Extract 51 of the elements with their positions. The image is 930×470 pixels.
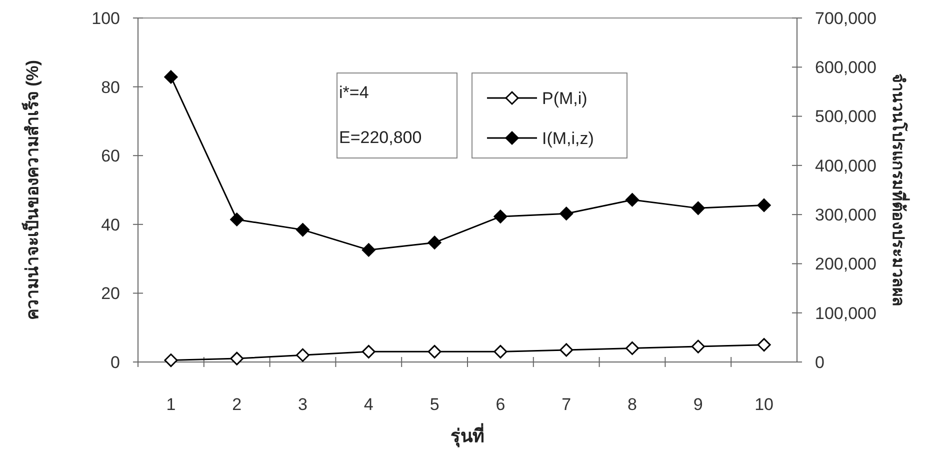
x-tick-label: 3 xyxy=(298,395,308,414)
y2-tick-label: 300,000 xyxy=(815,206,876,225)
y-tick-label: 40 xyxy=(101,215,120,234)
y-tick-label: 20 xyxy=(101,284,120,304)
x-tick-label: 4 xyxy=(364,395,374,414)
point xyxy=(362,243,376,257)
y-tick-label: 60 xyxy=(101,146,120,166)
x-tick-label: 2 xyxy=(232,395,242,414)
x-tick-label: 1 xyxy=(166,395,176,414)
y-tick-label: 0 xyxy=(110,352,120,372)
point xyxy=(164,354,178,368)
point xyxy=(296,348,310,362)
point xyxy=(560,343,574,357)
point xyxy=(626,193,639,207)
point xyxy=(428,236,442,250)
y2-tick-label: 0 xyxy=(815,352,824,372)
x-tick-label: 6 xyxy=(496,395,506,414)
y2-tick-label: 500,000 xyxy=(815,107,876,126)
annotation: i*=4 xyxy=(339,83,369,102)
point xyxy=(428,344,442,358)
x-tick-label: 8 xyxy=(628,395,637,414)
point xyxy=(164,70,178,84)
y2-tick-label: 200,000 xyxy=(815,254,876,274)
y-axis-title: ความน่าจะเป็นของความสำเร็จ (%) xyxy=(20,60,42,320)
x-tick-label: 10 xyxy=(754,395,774,414)
point xyxy=(230,352,244,366)
x-tick-label: 5 xyxy=(430,395,440,414)
y2-tick-label: 700,000 xyxy=(815,8,876,28)
legend-label: P(M,i) xyxy=(542,88,588,108)
annotation: E=220,800 xyxy=(339,128,422,147)
point xyxy=(757,338,771,352)
y-tick-label: 80 xyxy=(101,78,120,97)
point xyxy=(560,206,574,220)
point xyxy=(296,223,310,237)
x-axis-title: รุ่นที่ xyxy=(450,423,484,448)
y2-axis-title: จำนวนโปรแกรมที่ต้องประมวลผล xyxy=(889,74,910,306)
y2-tick-label: 100,000 xyxy=(815,304,876,323)
point xyxy=(494,344,508,358)
y2-tick-label: 600,000 xyxy=(815,58,876,78)
point xyxy=(230,212,244,226)
point xyxy=(691,201,705,215)
y2-tick-label: 400,000 xyxy=(815,156,876,176)
legend-label: I(M,i,z) xyxy=(542,128,594,148)
point xyxy=(494,210,508,224)
y-tick-label: 100 xyxy=(92,8,120,28)
x-tick-label: 7 xyxy=(562,395,572,414)
point xyxy=(626,341,639,355)
point xyxy=(757,198,771,212)
x-tick-label: 9 xyxy=(693,395,703,414)
point xyxy=(691,340,705,354)
point xyxy=(362,344,376,358)
